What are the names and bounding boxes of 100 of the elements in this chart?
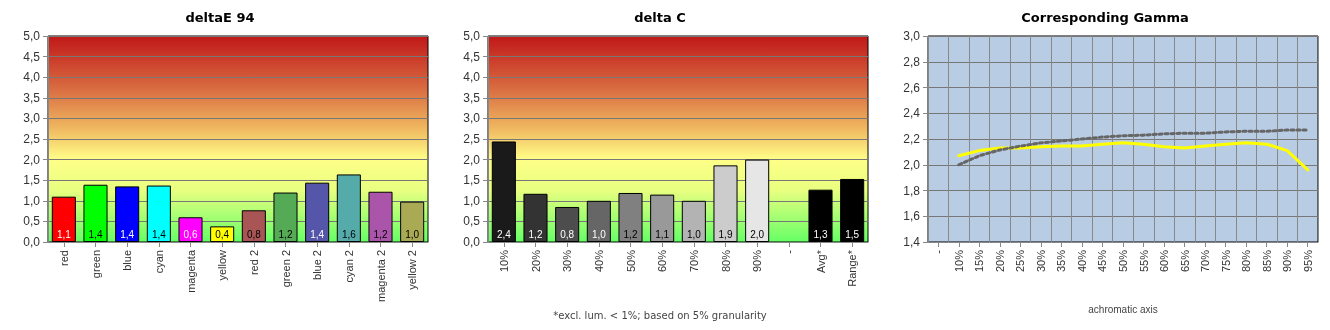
x-tick-label: blue 2 xyxy=(311,250,324,280)
y-tick-label: 2,6 xyxy=(903,80,921,95)
y-tick-label: 0,5 xyxy=(23,214,41,229)
x-tick-label: 10% xyxy=(952,249,965,273)
data-label: 0,8 xyxy=(246,228,262,240)
data-label: 1,2 xyxy=(528,228,543,240)
y-tick-label: 2,2 xyxy=(903,132,921,146)
y-tick-label: 2,0 xyxy=(463,152,481,167)
x-tick-label: 50% xyxy=(1117,249,1129,273)
x-tick-label: magenta 2 xyxy=(374,250,387,302)
x-tick-label: 80% xyxy=(719,249,732,273)
x-tick-label: 40% xyxy=(592,249,605,273)
chart-title: Corresponding Gamma xyxy=(1021,10,1189,25)
x-tick-label: 60% xyxy=(656,249,669,273)
y-tick-label: 0,5 xyxy=(463,214,481,229)
x-tick-label: green 2 xyxy=(279,250,292,288)
x-tick-label: 40% xyxy=(1075,249,1088,273)
x-tick-label: green xyxy=(89,250,102,279)
x-tick-label: 30% xyxy=(1034,249,1047,273)
x-tick-label: cyan 2 xyxy=(342,250,355,283)
x-tick-label: 30% xyxy=(561,249,574,273)
x-tick-label: blue xyxy=(121,250,134,271)
data-label: 1,6 xyxy=(341,228,357,240)
y-tick-label: 3,0 xyxy=(903,29,921,43)
data-label: 1,0 xyxy=(591,228,607,240)
y-tick-label: 5,0 xyxy=(463,29,481,43)
x-tick-label: 20% xyxy=(993,249,1006,273)
y-tick-label: 1,6 xyxy=(903,209,921,224)
x-tick-label: red xyxy=(57,250,70,266)
y-tick-label: 0,0 xyxy=(463,235,481,249)
data-label: 0,8 xyxy=(560,228,575,240)
data-label: 1,2 xyxy=(373,228,388,240)
y-tick-label: 1,5 xyxy=(463,173,481,188)
y-tick-label: 1,5 xyxy=(23,173,41,188)
x-tick-label: 80% xyxy=(1240,249,1253,273)
data-label: 1,1 xyxy=(56,228,72,240)
data-label: 0,4 xyxy=(215,228,230,240)
x-tick-label: 55% xyxy=(1137,249,1150,273)
data-label: 0,6 xyxy=(183,228,198,240)
data-label: 1,4 xyxy=(88,228,103,240)
x-tick-label: 85% xyxy=(1260,249,1273,273)
y-tick-label: 4,5 xyxy=(463,49,481,64)
x-tick-label: 65% xyxy=(1178,249,1191,273)
y-tick-label: 4,0 xyxy=(463,70,481,85)
data-label: 1,4 xyxy=(151,228,167,240)
x-tick-label: cyan xyxy=(152,250,165,274)
x-tick-label: 95% xyxy=(1301,249,1314,273)
x-tick-label: 25% xyxy=(1014,249,1027,273)
y-tick-label: 3,0 xyxy=(463,111,481,126)
y-tick-label: 2,5 xyxy=(463,132,481,146)
x-tick-label: 70% xyxy=(1199,249,1212,273)
data-label: 1,0 xyxy=(686,228,702,240)
x-tick-label: 70% xyxy=(687,249,700,273)
x-tick-label: 45% xyxy=(1096,249,1109,273)
x-tick-label: 50% xyxy=(624,249,637,273)
data-label: 1,2 xyxy=(278,228,293,240)
y-tick-label: 2,4 xyxy=(903,106,921,121)
y-tick-label: 2,0 xyxy=(903,157,921,172)
chart-title: delta C xyxy=(634,10,686,25)
data-label: 1,1 xyxy=(655,228,670,240)
x-tick-label: 20% xyxy=(529,249,542,273)
x-tick-label: 15% xyxy=(973,249,986,273)
data-label: 2,0 xyxy=(750,228,765,240)
data-label: 1,4 xyxy=(120,228,135,240)
chart-title: deltaE 94 xyxy=(185,10,255,25)
x-tick-label: Avg* xyxy=(814,249,827,274)
x-tick-label: yellow 2 xyxy=(406,250,419,290)
y-tick-label: 2,0 xyxy=(23,152,41,167)
data-label: 2,4 xyxy=(496,228,512,240)
x-tick-label: 10% xyxy=(497,249,510,273)
text: *excl. lum. < 1%; based on 5% granularity xyxy=(553,309,767,321)
y-tick-label: 4,0 xyxy=(23,70,41,85)
x-tick-label: red 2 xyxy=(247,250,260,276)
x-tick-label: Range* xyxy=(846,249,859,287)
x-tick-label: 90% xyxy=(751,249,764,273)
y-tick-label: 5,0 xyxy=(23,29,41,43)
y-tick-label: 1,0 xyxy=(23,193,41,208)
y-tick-label: 1,4 xyxy=(903,235,921,249)
x-tick-label: 75% xyxy=(1219,249,1232,273)
x-tick-label: yellow xyxy=(216,249,229,281)
data-label: 1,2 xyxy=(623,228,638,240)
y-tick-label: 0,0 xyxy=(23,235,41,249)
y-tick-label: 2,8 xyxy=(903,54,921,69)
data-label: 1,3 xyxy=(813,228,828,240)
y-tick-label: 1,0 xyxy=(463,193,481,208)
x-axis-title: achromatic axis xyxy=(1088,303,1158,315)
y-tick-label: 3,5 xyxy=(23,90,41,105)
line-series xyxy=(957,141,1310,172)
data-label: 1,5 xyxy=(845,228,860,240)
data-label: 1,0 xyxy=(405,228,420,240)
y-tick-label: 1,8 xyxy=(903,183,921,198)
data-label: 1,4 xyxy=(310,228,325,240)
data-label: 1,9 xyxy=(718,228,733,240)
x-tick-label: - xyxy=(932,249,945,254)
x-tick-label: 60% xyxy=(1158,249,1171,273)
y-tick-label: 3,0 xyxy=(23,111,41,126)
y-tick-label: 3,5 xyxy=(463,90,481,105)
x-tick-label: 90% xyxy=(1281,249,1294,273)
x-tick-label: magenta xyxy=(184,249,197,293)
line-series xyxy=(957,128,1310,167)
